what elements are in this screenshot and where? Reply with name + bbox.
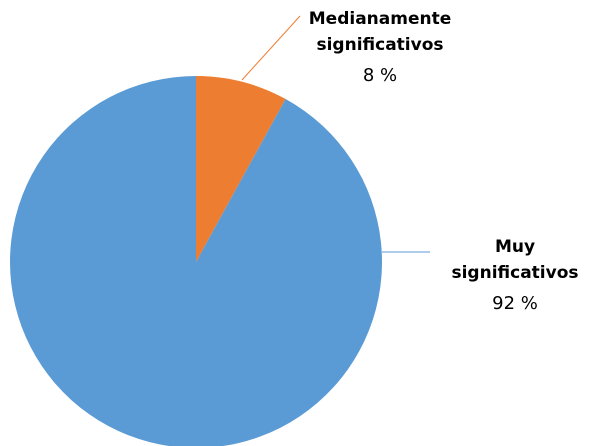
pie-slice — [10, 76, 382, 446]
category-label: Muy significativos — [451, 237, 579, 283]
leader-line — [241, 15, 301, 81]
value-label: 92 % — [492, 293, 538, 314]
slice-label: Muy significativos 92 % — [430, 234, 600, 317]
category-label: Medianamente significativos — [308, 9, 452, 55]
slice-label: Medianamente significativos 8 % — [290, 6, 470, 89]
pie-slice — [196, 76, 286, 262]
value-label: 8 % — [362, 65, 398, 86]
